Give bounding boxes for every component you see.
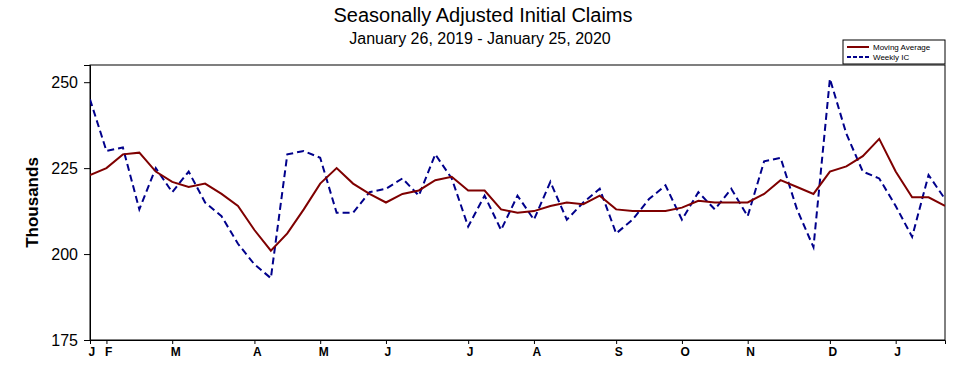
x-tick-label: A — [253, 345, 262, 359]
y-axis-title: Thousands — [23, 157, 42, 248]
x-tick-mark — [616, 340, 617, 344]
x-tick-mark — [682, 340, 683, 344]
legend-box — [843, 40, 945, 64]
x-tick: M — [319, 340, 329, 359]
x-tick-label: F — [105, 345, 112, 359]
y-tick-mark — [84, 168, 90, 169]
chart-subtitle: January 26, 2019 - January 25, 2020 — [349, 30, 611, 47]
chart-container: 175200225250JFMAMJJASONDJSeasonally Adju… — [0, 0, 966, 373]
x-tick-label: J — [467, 345, 474, 359]
x-tick: J — [894, 340, 901, 359]
x-tick-mark — [172, 340, 173, 344]
x-tick-label: N — [746, 345, 755, 359]
x-tick-label: M — [171, 345, 181, 359]
x-tick: O — [680, 340, 689, 359]
x-tick-mark — [830, 340, 831, 344]
x-tick: A — [532, 340, 541, 359]
y-tick: 250 — [51, 74, 90, 91]
series-line — [90, 139, 945, 251]
chart-svg: 175200225250JFMAMJJASONDJSeasonally Adju… — [0, 0, 966, 373]
x-tick-label: J — [384, 345, 391, 359]
x-tick: J — [384, 340, 391, 359]
y-axis-line — [84, 66, 91, 341]
x-tick-label: A — [532, 345, 541, 359]
x-tick-mark — [90, 340, 91, 344]
series-line — [90, 79, 945, 278]
chart-title: Seasonally Adjusted Initial Claims — [333, 4, 632, 26]
y-axis: 175 200 225 250 — [51, 66, 90, 349]
legend: Moving AverageWeekly IC — [843, 40, 945, 64]
x-axis: JFMAMJJASONDJ — [89, 340, 946, 359]
x-tick-label: O — [680, 345, 689, 359]
y-tick-label: 200 — [51, 246, 78, 263]
y-tick-mark — [84, 340, 90, 341]
x-tick-label: S — [615, 345, 623, 359]
y-tick-label: 225 — [51, 160, 78, 177]
y-tick: 175 — [51, 332, 90, 349]
y-tick-mark — [84, 254, 90, 255]
legend-label: Moving Average — [873, 43, 931, 52]
x-tick: J — [89, 340, 96, 359]
y-tick: 200 — [51, 246, 90, 263]
y-tick-mark — [84, 82, 90, 83]
plot-frame — [90, 65, 945, 340]
x-tick-mark — [534, 340, 535, 344]
x-tick: N — [746, 340, 755, 359]
x-tick-mark — [468, 340, 469, 344]
x-tick-label: M — [319, 345, 329, 359]
x-tick: M — [171, 340, 181, 359]
x-tick-label: D — [828, 345, 837, 359]
x-tick-mark — [320, 340, 321, 344]
legend-swatch — [847, 46, 869, 48]
y-tick-label: 175 — [51, 332, 78, 349]
x-tick: S — [615, 340, 623, 359]
x-tick: A — [253, 340, 262, 359]
y-tick-label: 250 — [51, 74, 78, 91]
x-tick-mark — [386, 340, 387, 344]
x-axis-line — [91, 341, 946, 345]
x-tick-mark — [748, 340, 749, 344]
x-tick: J — [467, 340, 474, 359]
lines — [90, 79, 945, 278]
x-tick-label: J — [894, 345, 901, 359]
legend-swatch — [847, 56, 869, 58]
y-tick: 225 — [51, 160, 90, 177]
x-tick-mark — [896, 340, 897, 344]
x-tick: F — [105, 340, 112, 359]
x-tick-mark — [254, 340, 255, 344]
legend-label: Weekly IC — [873, 53, 910, 62]
x-tick-label: J — [89, 345, 96, 359]
x-tick-mark — [106, 340, 107, 344]
x-tick: D — [828, 340, 837, 359]
